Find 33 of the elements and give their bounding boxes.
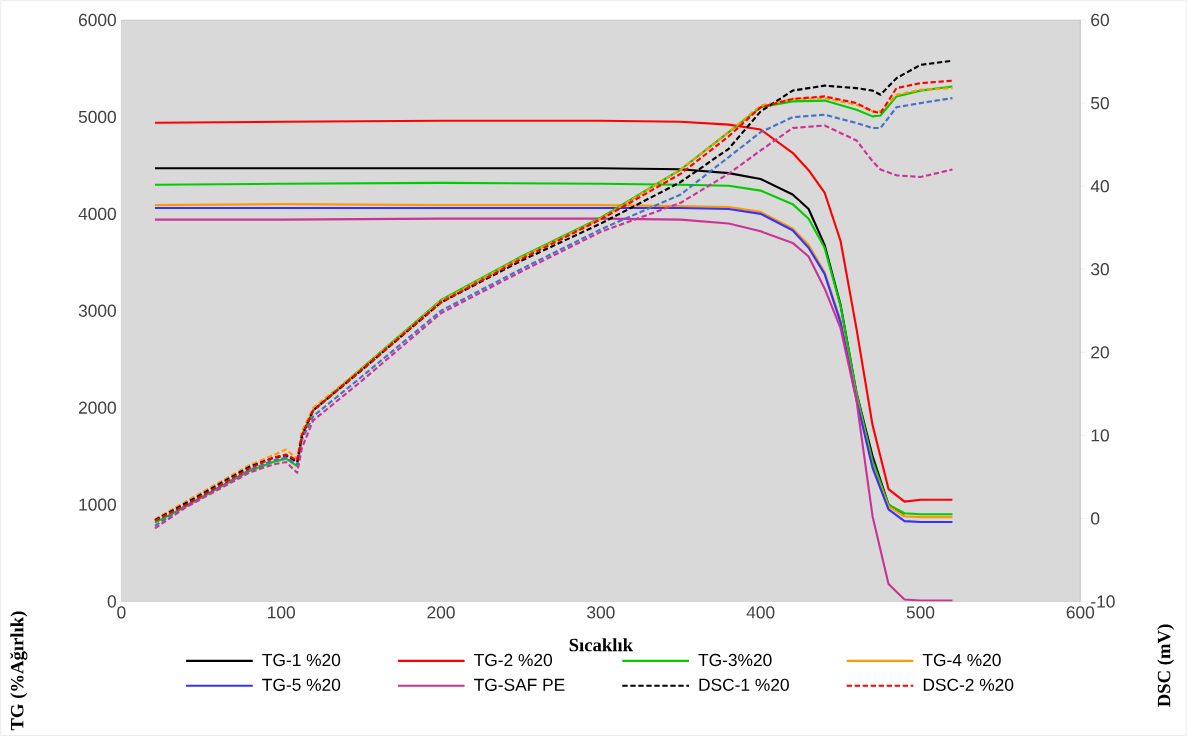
y-tick-label: 2000 [78,401,116,414]
y2-tick-label: 50 [1091,96,1109,110]
y2-tick-label: 20 [1091,346,1109,359]
y-tick-label: 4000 [78,207,116,220]
legend-label: DSC-1 %20 [699,678,789,691]
legend-label: TG-4 %20 [922,653,1001,667]
legend-label: TG-3%20 [698,653,772,667]
y-tick-label: 5000 [78,110,116,123]
x-tick-label: 600 [1066,606,1095,619]
y2-tick-label: 60 [1091,13,1109,27]
y-tick-label: 3000 [78,304,116,317]
y2-tick-label: -10 [1091,595,1115,608]
x-tick-label: 500 [906,606,935,619]
y-tick-label: 0 [107,595,116,608]
y2-tick-label: 40 [1090,179,1109,193]
x-axis-title: Sıcaklık [569,638,633,652]
x-tick-label: 200 [427,606,455,619]
y2-tick-label: 30 [1091,262,1109,276]
x-tick-label: 400 [746,606,775,619]
y2-axis-title: DSC (mV) [1157,624,1175,707]
legend-label: TG-5 %20 [262,678,341,691]
x-tick-label: 0 [117,606,126,619]
x-tick-label: 300 [587,606,615,619]
legend-label: DSC-2 %20 [923,678,1014,691]
y-tick-label: 6000 [78,13,116,27]
y-axis-title: TG (%Ağırlık) [10,611,28,731]
legend-label: TG-1 %20 [262,653,341,667]
legend-label: TG-2 %20 [474,653,553,667]
y2-tick-label: 10 [1091,429,1109,442]
y2-tick-label: 0 [1091,512,1100,525]
x-tick-label: 100 [268,606,295,619]
legend-label: TG-SAF PE [474,678,565,691]
y-tick-label: 1000 [79,498,116,511]
